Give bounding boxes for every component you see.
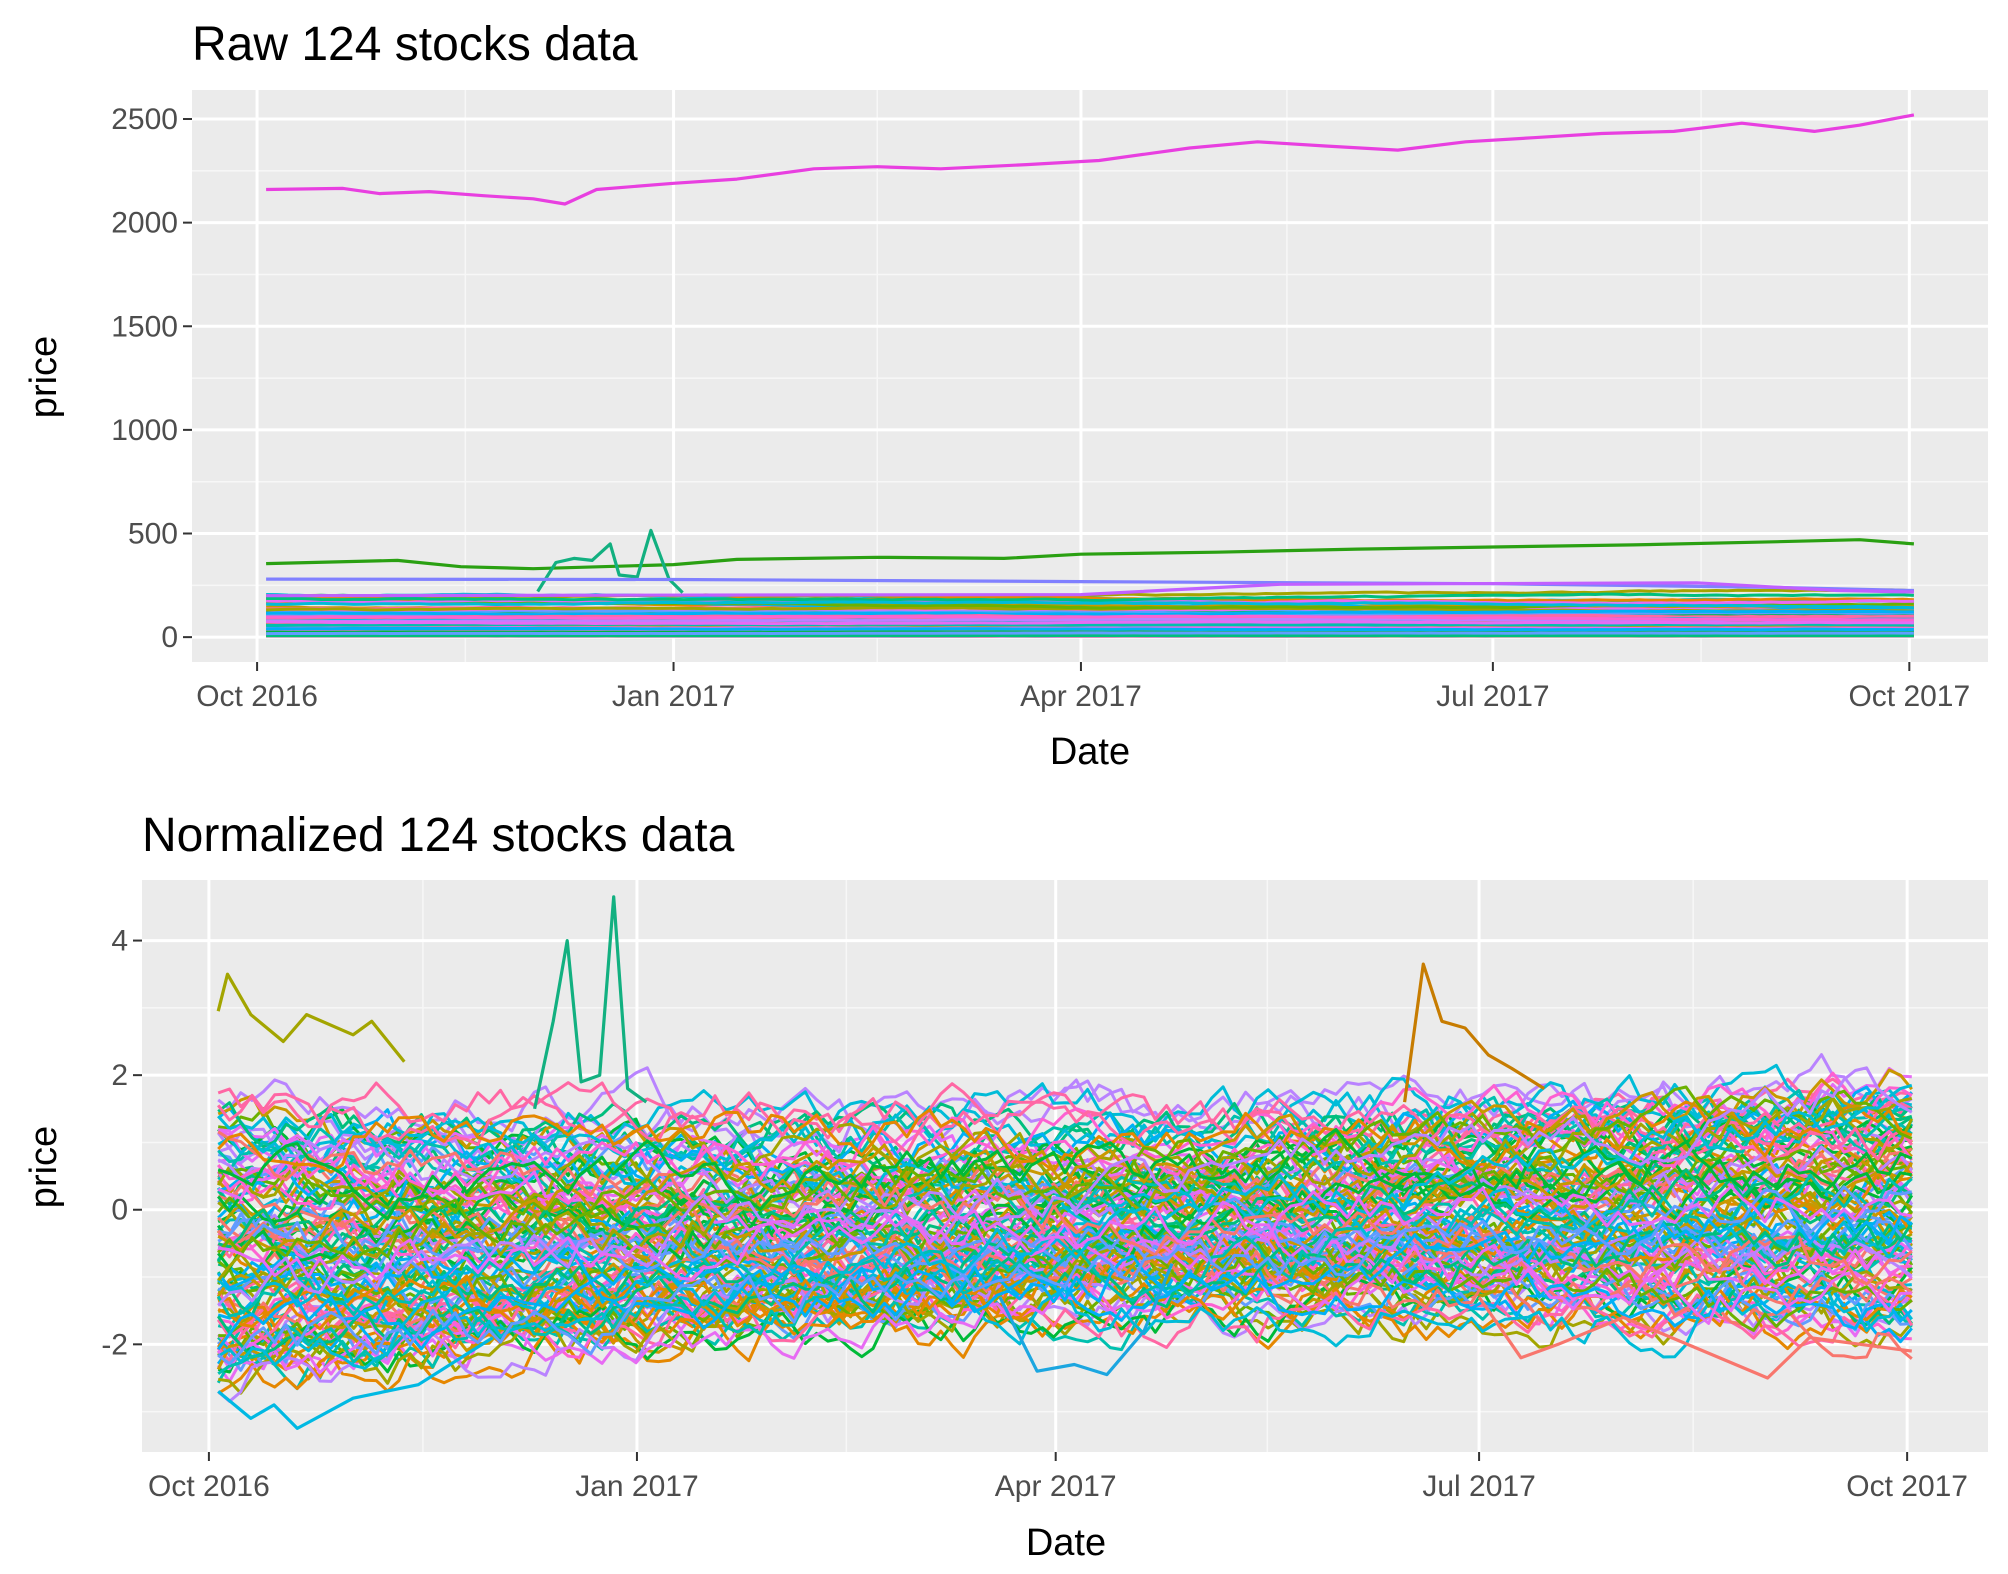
stock-series-line [266, 113, 1915, 206]
stock-series-line [216, 972, 406, 1063]
stock-series-line [217, 1081, 1913, 1154]
y-tick-label: 2500 [111, 103, 178, 136]
stock-series-line [266, 538, 1915, 571]
y-tick-label: 500 [128, 518, 178, 551]
normalized-prices-chart: Normalized 124 stocks data Date price -2… [23, 809, 1988, 1564]
stock-series-line [216, 1088, 1912, 1318]
stock-series-line [266, 600, 1914, 610]
x-tick-label: Jul 2017 [1436, 680, 1549, 713]
stock-series-line [217, 1130, 1913, 1259]
chart-title: Normalized 124 stocks data [142, 809, 735, 862]
x-tick-label: Oct 2016 [148, 1470, 270, 1503]
stock-series-line [217, 1173, 1913, 1375]
stock-series-line [217, 1081, 1913, 1161]
stock-series-line [218, 1184, 1913, 1281]
x-tick-label: Jan 2017 [575, 1470, 698, 1503]
x-tick-label: Oct 2016 [196, 680, 318, 713]
y-tick-label: 0 [161, 621, 178, 654]
stock-series-line [1477, 1296, 1913, 1380]
stock-series-line [216, 1223, 1913, 1318]
stock-series-line [217, 1071, 1913, 1195]
stock-series-line [266, 614, 1914, 622]
stock-series-line [266, 609, 1914, 617]
stock-series-line [217, 1278, 1914, 1363]
stock-series-line [217, 1185, 1913, 1366]
y-tick-label: 2000 [111, 207, 178, 240]
stock-series-line [266, 626, 1914, 632]
x-tick-label: Apr 2017 [995, 1470, 1117, 1503]
y-tick-label: 2 [111, 1059, 128, 1092]
series-group [216, 895, 1914, 1430]
chart-title: Raw 124 stocks data [192, 18, 638, 71]
stock-series-line [217, 1336, 494, 1430]
x-tick-label: Jan 2017 [612, 680, 735, 713]
stock-series-line [266, 617, 1914, 623]
y-tick-label: 4 [111, 925, 128, 958]
x-tick-label: Oct 2017 [1846, 1470, 1968, 1503]
stock-series-line [1403, 962, 1546, 1103]
stock-series-line [217, 1081, 1913, 1194]
x-tick-label: Apr 2017 [1020, 680, 1142, 713]
y-tick-label: -2 [101, 1328, 128, 1361]
stock-series-line [217, 1128, 1913, 1221]
stock-series-line [217, 1100, 1913, 1174]
x-tick-label: Oct 2017 [1848, 680, 1970, 713]
stock-series-line [266, 581, 1914, 598]
stock-series-line [266, 592, 1914, 603]
raw-prices-chart: Raw 124 stocks data Date price 0 500 1000 1… [23, 18, 1988, 773]
stock-series-line [216, 1197, 1913, 1351]
x-tick-label: Jul 2017 [1422, 1470, 1535, 1503]
stock-series-line [217, 1130, 1913, 1286]
stock-series-line [216, 1219, 1914, 1359]
stock-series-line [217, 1068, 1913, 1253]
stock-series-line [536, 528, 684, 594]
y-tick-label: 1000 [111, 414, 178, 447]
y-tick-label: 0 [111, 1194, 128, 1227]
stock-series-line [266, 631, 1914, 636]
x-axis-title: Date [1026, 1522, 1106, 1564]
y-tick-label: 1500 [111, 310, 178, 343]
x-axis-title: Date [1050, 731, 1130, 773]
stock-series-line [217, 1063, 1914, 1143]
stock-series-line [216, 1260, 1913, 1349]
y-axis-title: price [23, 336, 65, 418]
stock-series-line [266, 620, 1914, 626]
stock-series-line [216, 1142, 1913, 1306]
y-axis-title: price [23, 1126, 65, 1208]
series-group [266, 113, 1915, 638]
stock-series-line [998, 1262, 1174, 1377]
stock-series-line [217, 1066, 1913, 1307]
stock-series-line [533, 895, 648, 1110]
plot-panel [192, 90, 1988, 662]
